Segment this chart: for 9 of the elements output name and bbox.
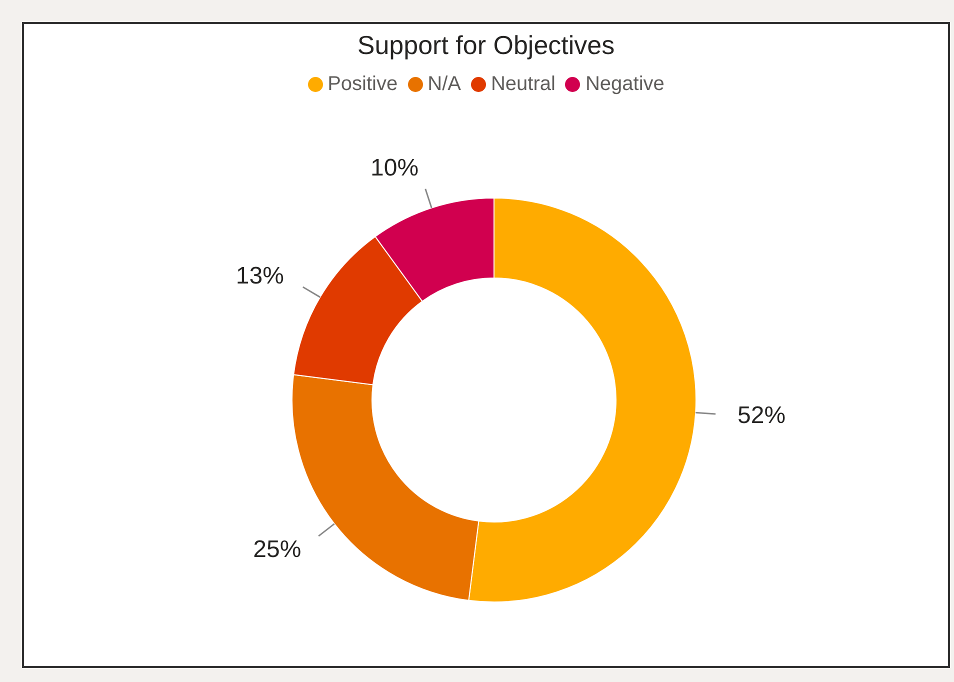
data-label: 52%	[738, 402, 786, 429]
legend-label: N/A	[428, 73, 461, 96]
legend-label: Neutral	[490, 73, 556, 96]
data-label: 10%	[370, 154, 419, 182]
chart-title: Support for Objectives	[356, 30, 616, 61]
data-label: 13%	[236, 262, 284, 290]
data-label: 25%	[253, 536, 302, 564]
legend-label: Positive	[328, 73, 398, 96]
legend-label: Negative	[585, 73, 664, 96]
